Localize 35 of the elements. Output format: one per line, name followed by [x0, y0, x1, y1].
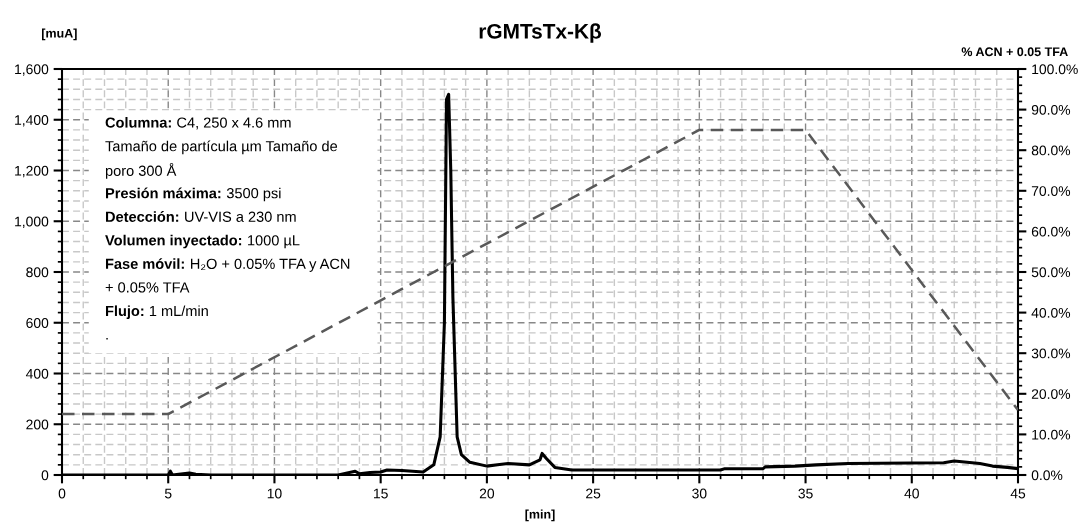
y-tick-label: 800: [26, 267, 49, 278]
y2-tick-label: 100.0%: [1032, 64, 1078, 75]
x-tick-label: 40: [904, 488, 919, 499]
y-tick-label: 1,000: [15, 216, 49, 229]
x-tick-label: 15: [374, 488, 388, 499]
y-tick-label: 400: [25, 368, 49, 379]
x-tick-label: 10: [267, 488, 282, 499]
y-tick-label: 1,600: [15, 64, 49, 76]
x-tick-label: 25: [586, 488, 601, 499]
y-tick-label: 1,400: [15, 115, 49, 127]
y-axis-title: [muA]: [42, 28, 77, 41]
y2-tick-label: 0.0%: [1031, 470, 1063, 481]
x-axis-title: [min]: [525, 509, 555, 522]
x-tick-label: 30: [692, 488, 707, 499]
y-tick-label: 1,200: [15, 165, 49, 178]
y2-tick-label: 50.0%: [1031, 267, 1071, 278]
y2-tick-label: 40.0%: [1031, 307, 1071, 318]
y2-axis-title: % ACN + 0.05 TFA: [961, 47, 1068, 57]
y2-tick-label: 90.0%: [1031, 104, 1071, 115]
text: Columna: C4, 250 x 4.6 mm Tamaño de partícula µm Tamaño de poro 300 Å Presión máxima: 3500 psi Detección: UV-VIS a 230 nm Volumen inyectado: 1000 µL Fase móvil: H₂O + 0.05% TFA y ACN + 0.05% TFA Flujo: 1 mL/min .: [105, 117, 350, 340]
y2-tick-label: 60.0%: [1031, 226, 1071, 237]
x-tick-label: 5: [164, 488, 172, 499]
y-tick-label: 200: [26, 419, 49, 430]
y2-tick-label: 10.0%: [1032, 429, 1071, 440]
y-tick-label: 0: [41, 470, 49, 481]
y-tick-label: 600: [26, 318, 49, 328]
x-tick-label: 35: [798, 488, 813, 499]
y2-tick-label: 20.0%: [1031, 389, 1071, 399]
x-tick-label: 45: [1010, 488, 1026, 499]
chart-title: rGMTsTx-Kβ: [479, 23, 602, 43]
y2-tick-label: 70.0%: [1031, 186, 1071, 196]
x-tick-label: 20: [479, 488, 495, 499]
y2-tick-label: 80.0%: [1031, 145, 1071, 156]
x-tick-label: 0: [58, 488, 66, 499]
y2-tick-label: 30.0%: [1031, 348, 1071, 359]
